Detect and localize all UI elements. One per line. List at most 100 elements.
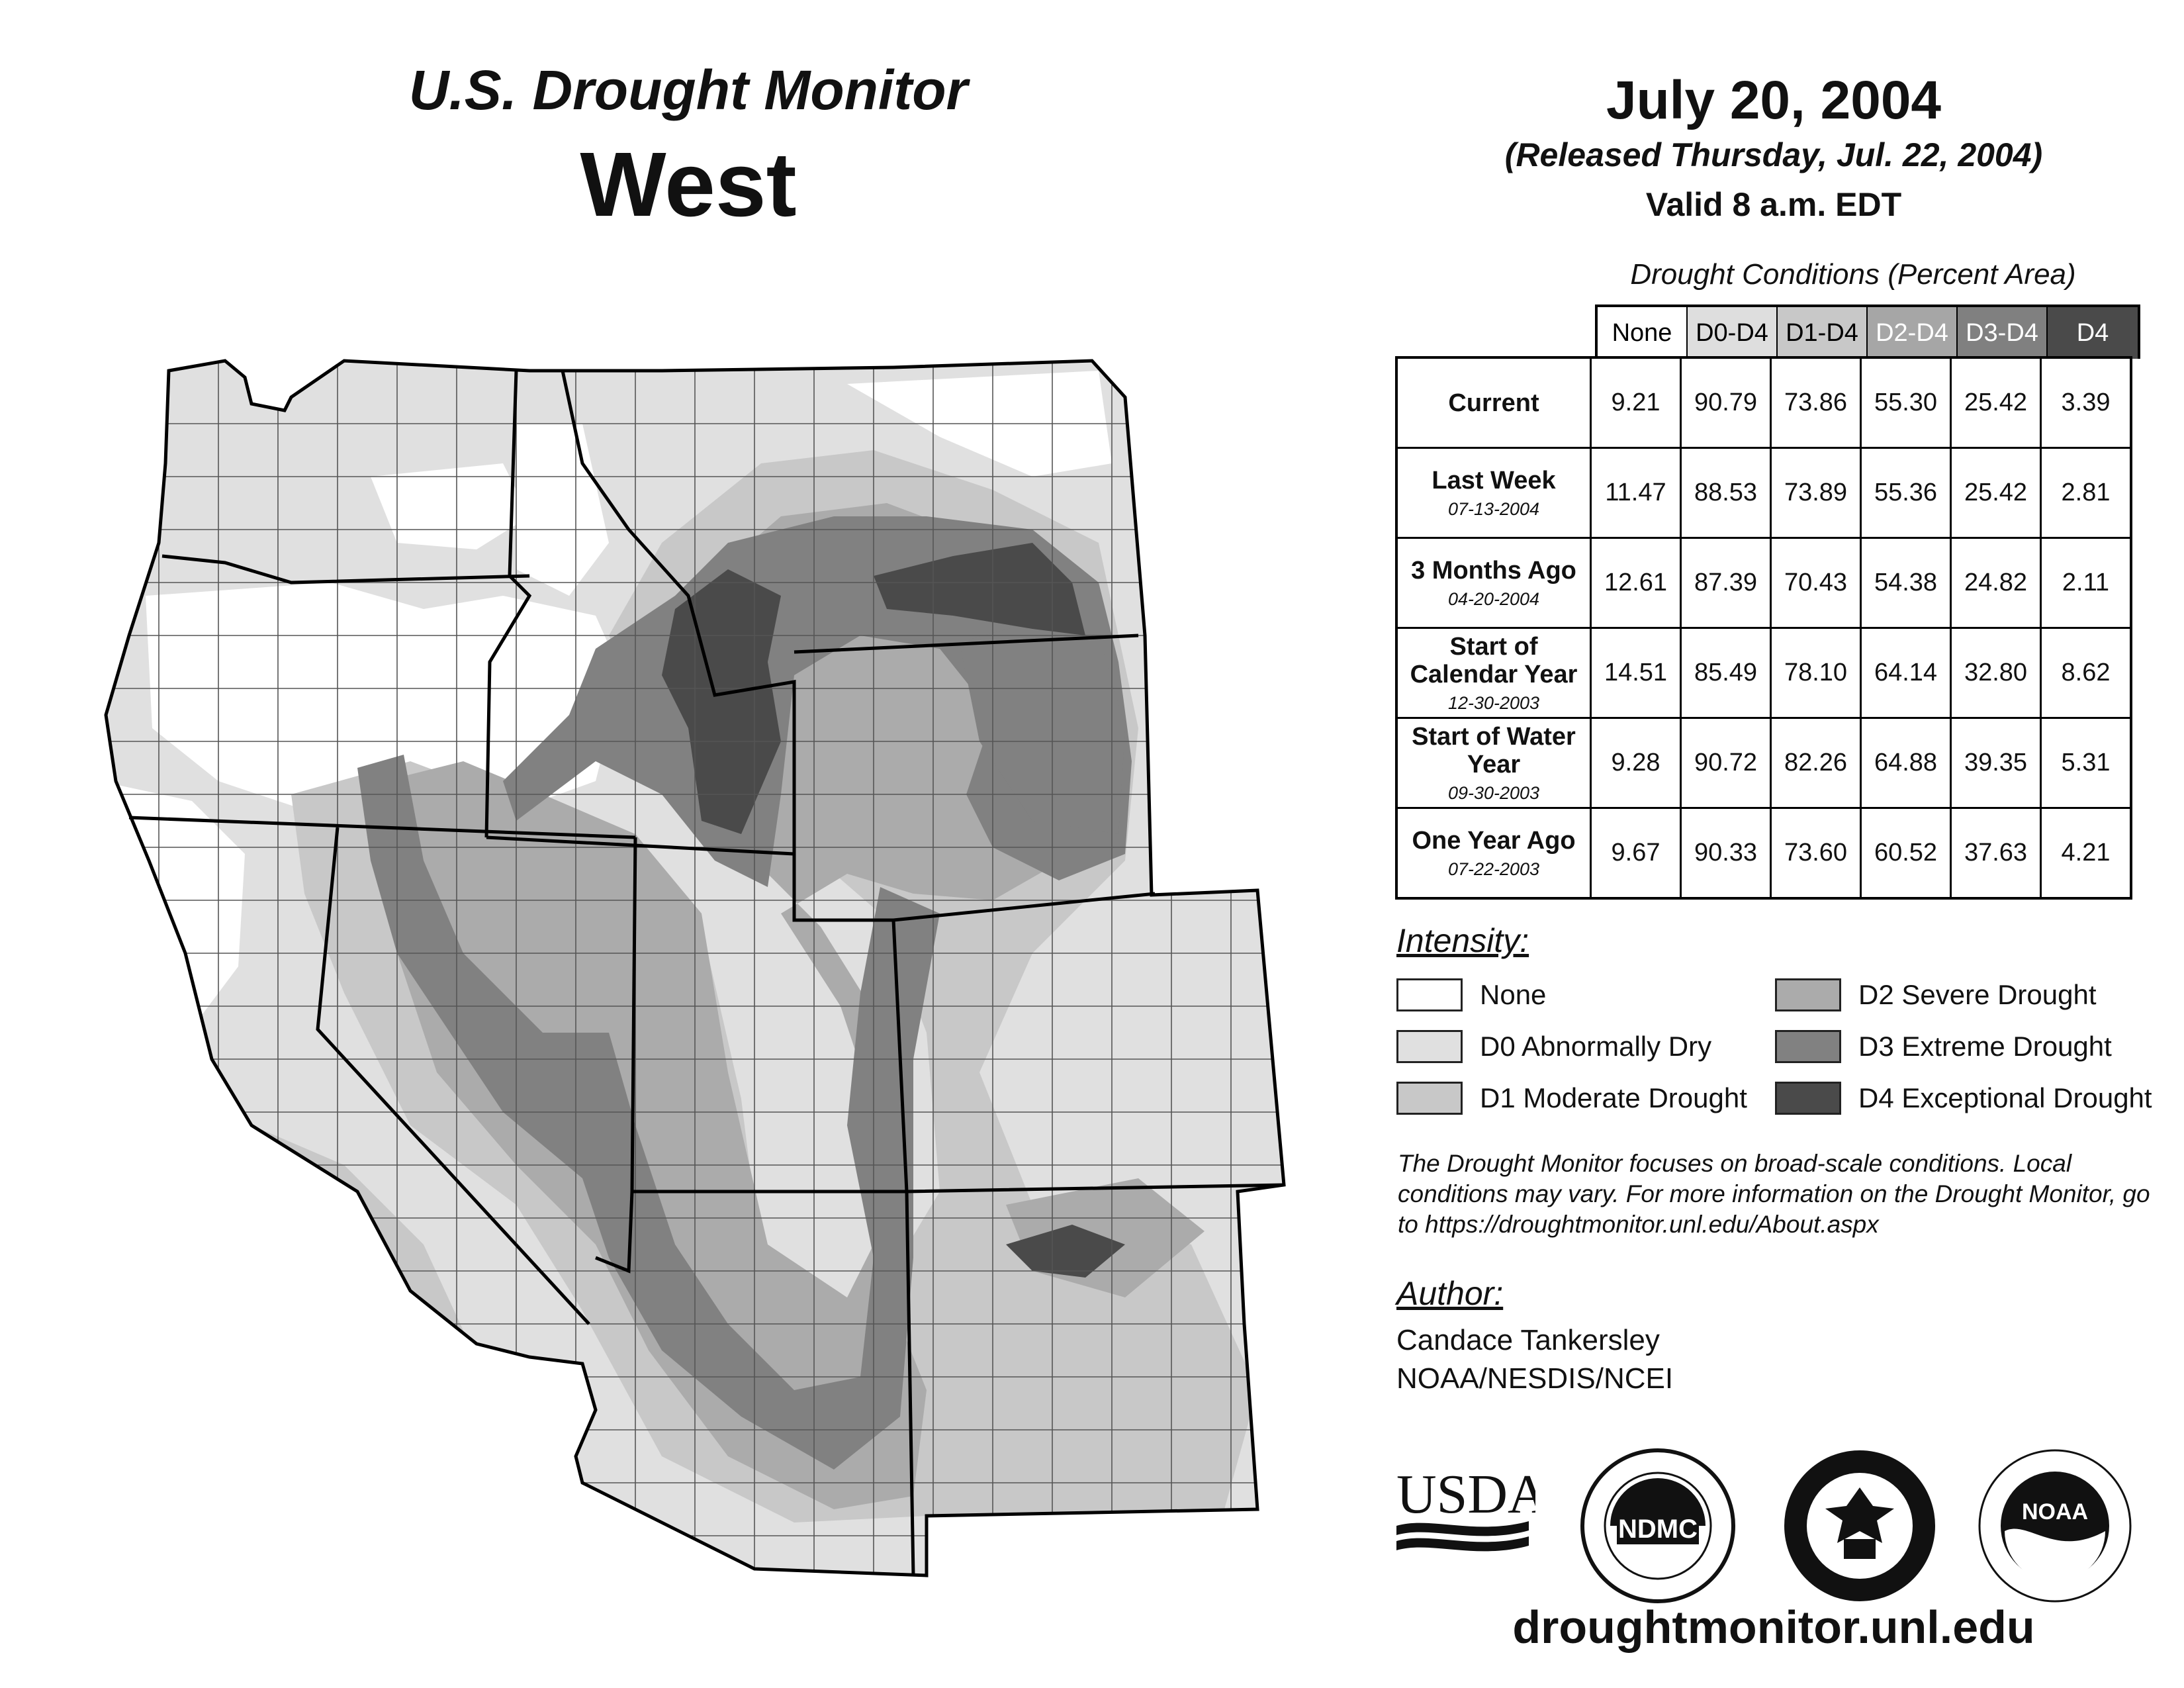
row-date: 12-30-2003 [1447, 692, 1540, 713]
cell-value: 70.43 [1770, 537, 1862, 629]
legend-label: D1 Moderate Drought [1480, 1082, 1747, 1113]
column-header-d2-d4: D2-D4 [1868, 307, 1958, 359]
cell-value: 60.52 [1860, 807, 1952, 900]
column-header-d0-d4: D0-D4 [1688, 307, 1778, 359]
legend-title: Intensity: [1396, 922, 1529, 959]
cell-value: 14.51 [1590, 627, 1682, 719]
d3-area-wyoming-east [960, 622, 1125, 834]
d4-area-newmexico [1006, 1225, 1125, 1278]
legend-label: D4 Exceptional Drought [1858, 1082, 2152, 1113]
cell-value: 55.36 [1860, 447, 1952, 539]
row-label: One Year Ago 07-22-2003 [1395, 807, 1592, 900]
cell-value: 25.42 [1950, 356, 2042, 449]
author-heading: Author: [1396, 1275, 1504, 1312]
cell-value: 4.21 [2040, 807, 2132, 900]
cell-value: 25.42 [1950, 447, 2042, 539]
cell-value: 9.28 [1590, 717, 1682, 809]
cell-value: 12.61 [1590, 537, 1682, 629]
row-label: 3 Months Ago 04-20-2004 [1395, 537, 1592, 629]
d4-area-montana [874, 543, 1085, 635]
row-label: Start of Water Year 09-30-2003 [1395, 717, 1592, 809]
legend-swatch [1775, 1030, 1841, 1063]
map-title: West [580, 134, 797, 236]
usda-logo-text: USDA [1396, 1464, 1535, 1525]
table-row: Current 9.21 90.79 73.86 55.30 25.42 3.3… [1395, 356, 2132, 449]
row-label: Last Week 07-13-2004 [1395, 447, 1592, 539]
legend-label: D0 Abnormally Dry [1480, 1031, 1712, 1062]
cell-value: 9.67 [1590, 807, 1682, 900]
legend-swatch [1396, 978, 1463, 1011]
column-header-d1-d4: D1-D4 [1778, 307, 1868, 359]
author-org: NOAA/NESDIS/NCEI [1396, 1362, 1674, 1395]
map-subtitle: U.S. Drought Monitor [408, 59, 968, 121]
none-area-oregon [146, 583, 622, 827]
legend-item-d1: D1 Moderate Drought [1396, 1082, 1747, 1115]
legend-swatch [1396, 1082, 1463, 1115]
row-date: 04-20-2004 [1447, 588, 1540, 609]
cell-value: 85.49 [1680, 627, 1772, 719]
table-row: One Year Ago 07-22-2003 9.67 90.33 73.60 … [1395, 807, 2132, 900]
cell-value: 90.33 [1680, 807, 1772, 900]
cell-value: 73.89 [1770, 447, 1862, 539]
column-header-d3-d4: D3-D4 [1958, 307, 2048, 359]
cell-value: 54.38 [1860, 537, 1952, 629]
cell-value: 5.31 [2040, 717, 2132, 809]
legend-swatch [1396, 1030, 1463, 1063]
cell-value: 8.62 [2040, 627, 2132, 719]
row-date: 07-13-2004 [1447, 498, 1540, 519]
noaa-logo-text: NOAA [2022, 1499, 2088, 1524]
cell-value: 73.86 [1770, 356, 1862, 449]
valid-time: Valid 8 a.m. EDT [1645, 186, 1902, 223]
author-name: Candace Tankersley [1396, 1324, 1660, 1356]
cell-value: 24.82 [1950, 537, 2042, 629]
cell-value: 3.39 [2040, 356, 2132, 449]
legend-label: D3 Extreme Drought [1858, 1031, 2112, 1062]
cell-value: 2.11 [2040, 537, 2132, 629]
table-row: Start of Calendar Year 12-30-2003 14.51 8… [1395, 627, 2132, 719]
legend-item-d4: D4 Exceptional Drought [1775, 1082, 2152, 1115]
cell-value: 39.35 [1950, 717, 2042, 809]
drought-map [104, 359, 1286, 1577]
release-date: (Released Thursday, Jul. 22, 2004) [1504, 136, 2043, 173]
table-header-row: None D0-D4 D1-D4 D2-D4 D3-D4 D4 [1595, 305, 2140, 359]
legend-item-d2: D2 Severe Drought [1775, 978, 2097, 1011]
cell-value: 78.10 [1770, 627, 1862, 719]
legend-item-d0: D0 Abnormally Dry [1396, 1030, 1711, 1063]
cell-value: 90.72 [1680, 717, 1772, 809]
map-date: July 20, 2004 [1606, 70, 1942, 130]
cell-value: 64.88 [1860, 717, 1952, 809]
row-label: Current [1395, 356, 1592, 449]
cell-value: 2.81 [2040, 447, 2132, 539]
legend-swatch [1775, 978, 1841, 1011]
row-label: Start of Calendar Year 12-30-2003 [1395, 627, 1592, 719]
cell-value: 32.80 [1950, 627, 2042, 719]
d2-area-greatbasin [371, 503, 1112, 1509]
doc-seal-logo [1784, 1450, 1935, 1601]
row-date: 09-30-2003 [1447, 782, 1540, 803]
state-borders [104, 359, 1286, 1577]
legend-item-d3: D3 Extreme Drought [1775, 1030, 2112, 1063]
table-row: 3 Months Ago 04-20-2004 12.61 87.39 70.43… [1395, 537, 2132, 629]
table-row: Start of Water Year 09-30-2003 9.28 90.72… [1395, 717, 2132, 809]
cell-value: 88.53 [1680, 447, 1772, 539]
none-area-washington [371, 463, 529, 549]
noaa-logo: NOAA [1978, 1449, 2132, 1603]
county-lines [106, 361, 1284, 1575]
cell-value: 87.39 [1680, 537, 1772, 629]
legend-label: D2 Severe Drought [1858, 979, 2097, 1010]
cell-value: 55.30 [1860, 356, 1952, 449]
disclaimer-text: The Drought Monitor focuses on broad-sca… [1398, 1150, 2150, 1238]
column-header-d4: D4 [2048, 307, 2138, 359]
cell-value: 73.60 [1770, 807, 1862, 900]
column-header-none: None [1598, 307, 1688, 359]
legend-label: None [1480, 979, 1547, 1010]
table-row: Last Week 07-13-2004 11.47 88.53 73.89 55… [1395, 447, 2132, 539]
table-caption: Drought Conditions (Percent Area) [1630, 258, 2076, 291]
website-link[interactable]: droughtmonitor.unl.edu [1512, 1601, 2035, 1653]
ndmc-logo-text: NDMC [1618, 1515, 1698, 1544]
legend-swatch [1775, 1082, 1841, 1115]
cell-value: 90.79 [1680, 356, 1772, 449]
d3-area-nevada [357, 755, 940, 1470]
row-date: 07-22-2003 [1447, 859, 1540, 879]
legend-item-none: None [1396, 978, 1546, 1011]
